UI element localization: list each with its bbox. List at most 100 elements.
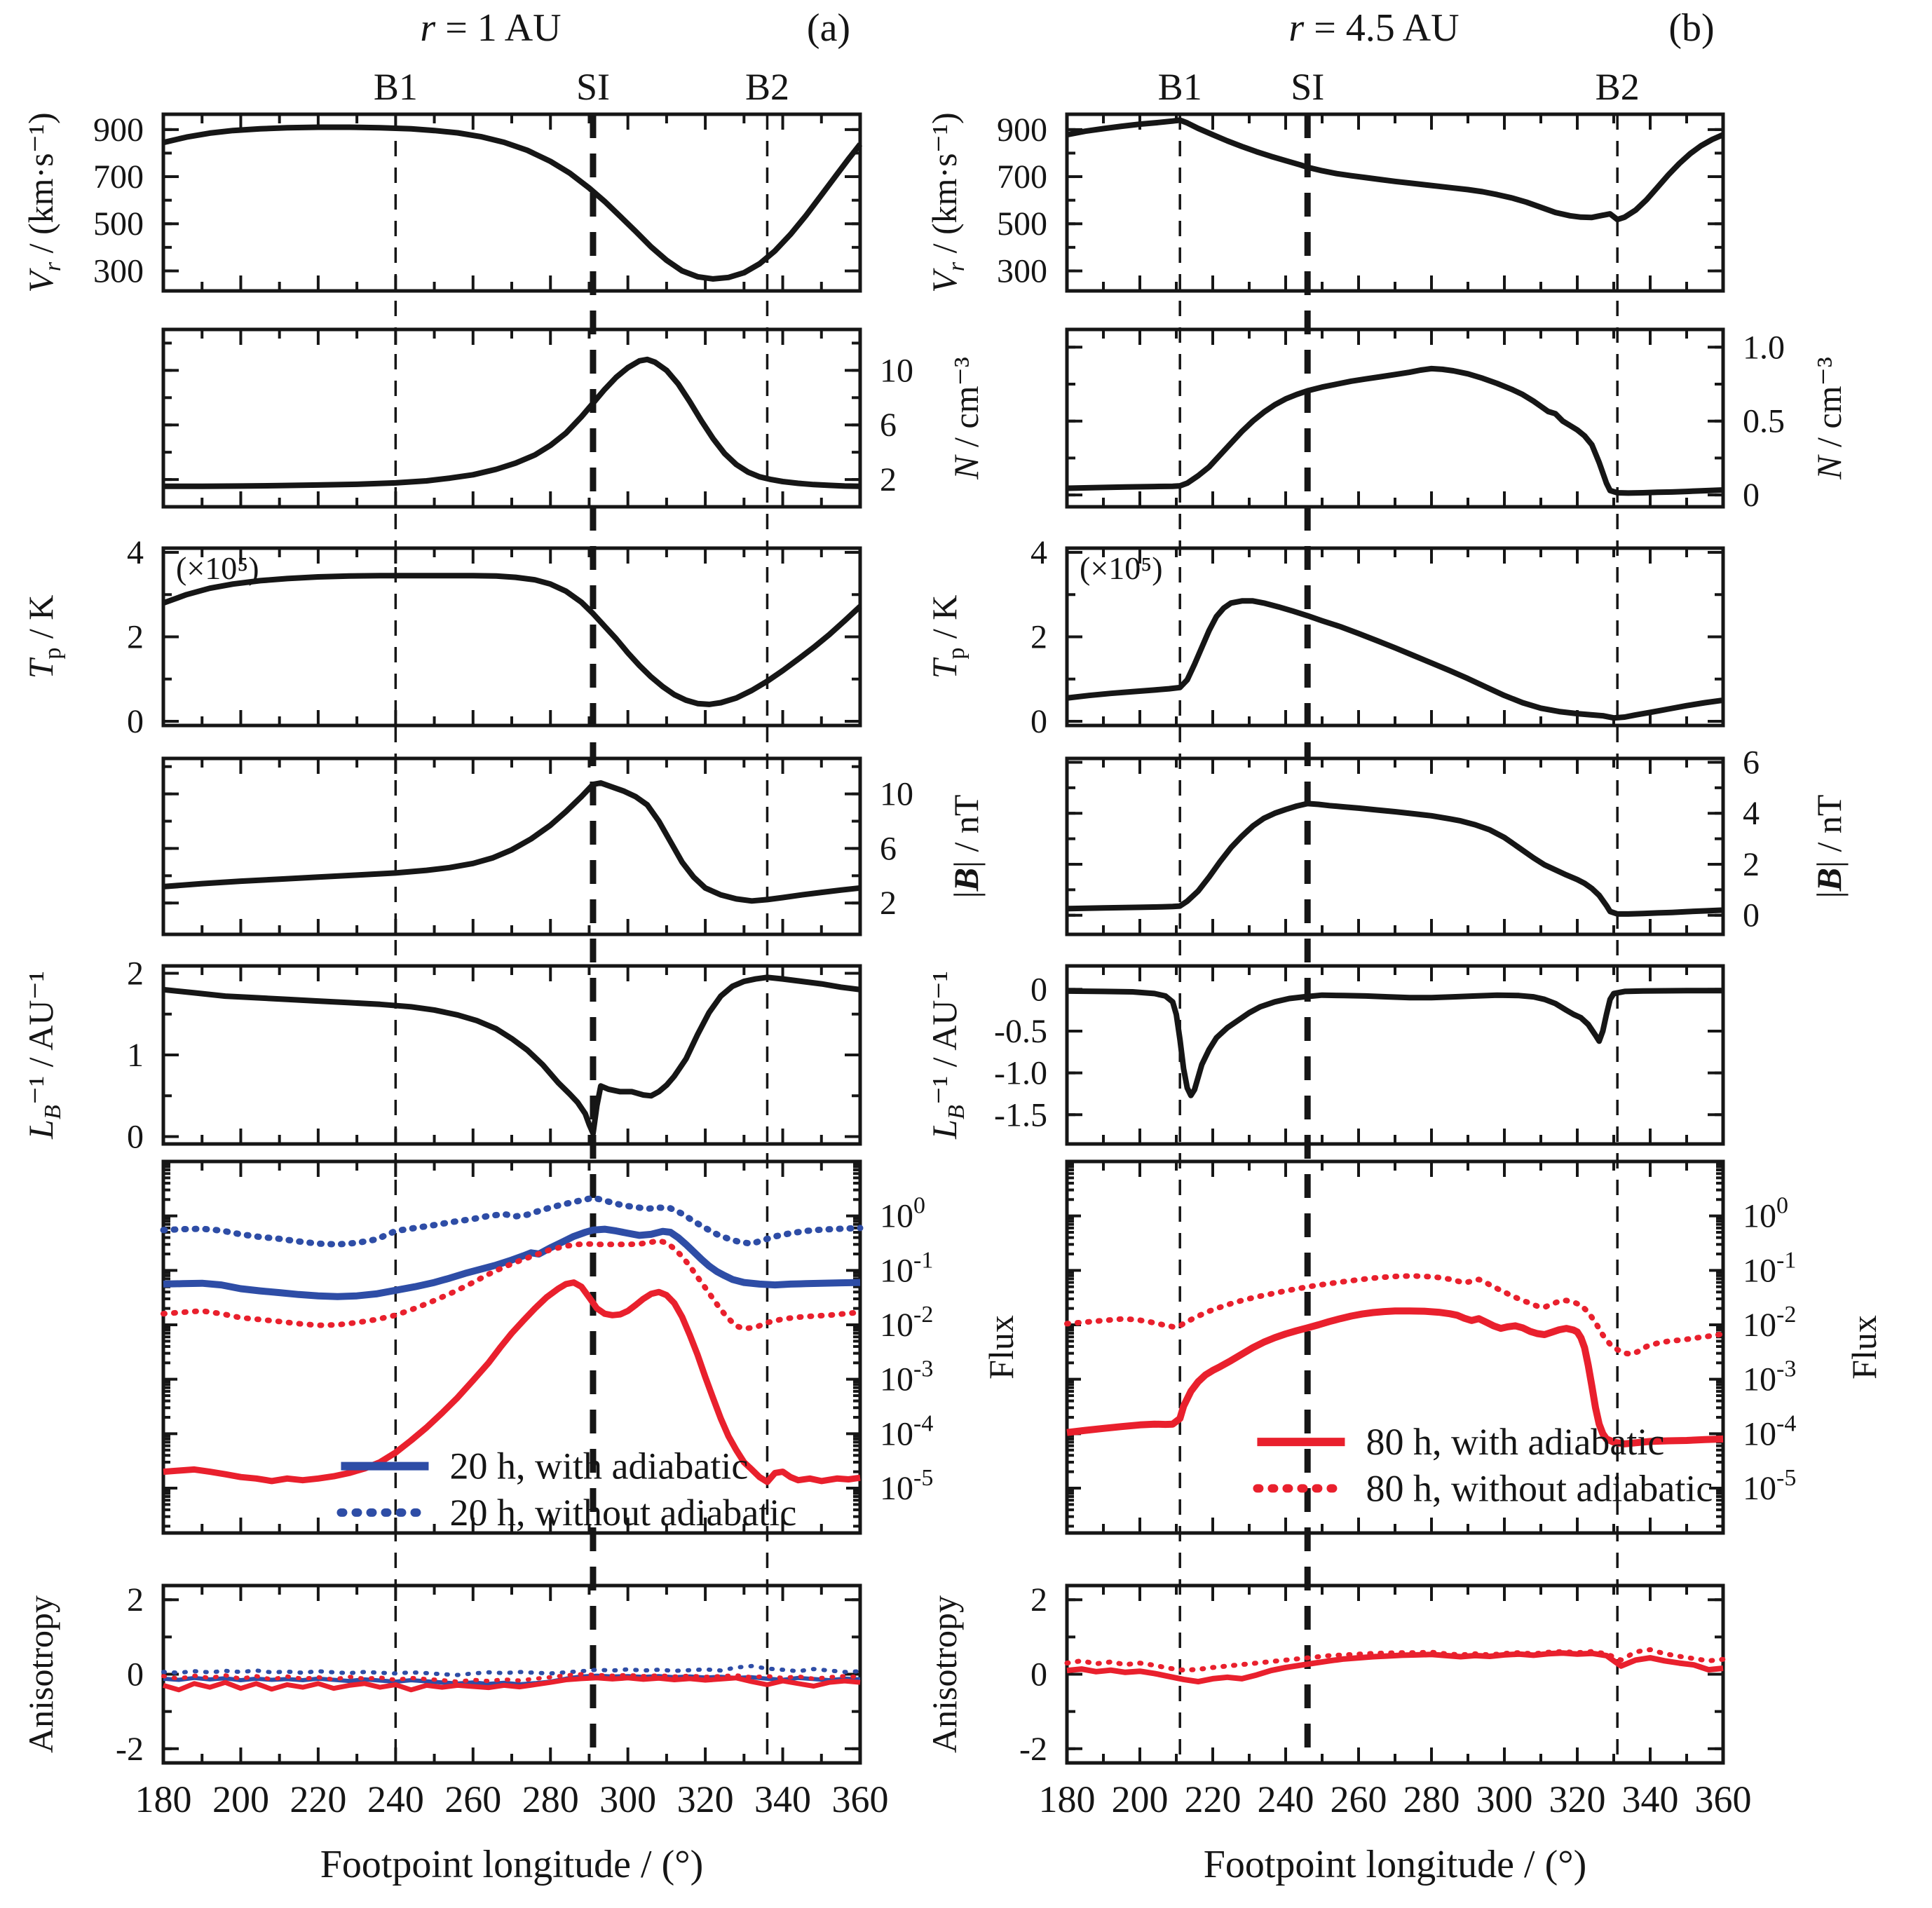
- series-a-anis-3: [163, 1675, 861, 1693]
- label-segment: L: [21, 1119, 60, 1140]
- series-a-anis-2: [161, 1672, 862, 1684]
- corner-label-a: (a): [807, 6, 850, 50]
- label-segment: |: [1809, 891, 1849, 898]
- y-tick-label: 10-3: [880, 1356, 933, 1398]
- marker-label-a-B2: B2: [745, 66, 789, 108]
- tick-exponent: -3: [1776, 1356, 1796, 1382]
- marker-label-b-SI: SI: [1291, 66, 1324, 108]
- y-axis-label-a-tp: Tp / K: [21, 595, 66, 679]
- y-tick-label: 4: [1743, 795, 1760, 832]
- y-axis-label-b-n: N / cm⁻³: [1809, 357, 1849, 480]
- x-tick-label: 200: [1112, 1778, 1169, 1820]
- panel-frame: [1065, 327, 1725, 509]
- y-tick-label: 0: [1030, 971, 1047, 1008]
- x-tick-label: 180: [135, 1778, 192, 1820]
- y-tick-label: 2: [880, 885, 897, 922]
- y-tick-label: 0: [127, 703, 144, 740]
- y-axis-label-b-flux: Flux: [1844, 1315, 1884, 1379]
- x-tick-label: 240: [367, 1778, 424, 1820]
- x-tick-label: 340: [754, 1778, 811, 1820]
- series-b-b-0: [1066, 800, 1724, 917]
- column-title-a: r = 1 AU: [420, 6, 561, 50]
- label-segment: / K: [925, 595, 964, 648]
- y-tick-label: 700: [93, 158, 144, 196]
- tick-exponent: -1: [913, 1247, 933, 1273]
- tick-exponent: -5: [913, 1465, 933, 1491]
- y-tick-label: 6: [880, 407, 897, 444]
- tick-base: 10: [880, 1252, 913, 1289]
- y-tick-label: 0: [1030, 1656, 1047, 1694]
- tick-base: 10: [1743, 1252, 1776, 1289]
- y-tick-label: -2: [116, 1731, 144, 1768]
- tick-base: 10: [1743, 1198, 1776, 1235]
- label-segment: Flux: [981, 1315, 1021, 1379]
- tick-base: 10: [880, 1198, 913, 1235]
- series-b-flux-0: [1064, 1273, 1726, 1357]
- y-tick-label: 10-2: [880, 1302, 933, 1344]
- label-segment: p: [944, 648, 970, 660]
- series-b-flux-1: [1066, 1307, 1724, 1447]
- y-axis-label-b-anis: Anisotropy: [925, 1595, 964, 1753]
- label-segment: Anisotropy: [21, 1595, 60, 1753]
- tick-exponent: -2: [913, 1302, 933, 1328]
- x-tick-label: 320: [677, 1778, 734, 1820]
- x-tick-label: 260: [444, 1778, 501, 1820]
- x-tick-label: 260: [1331, 1778, 1387, 1820]
- y-tick-label: -0.5: [994, 1013, 1047, 1050]
- series-a-vr-0: [163, 124, 863, 282]
- y-tick-label: 500: [93, 205, 144, 243]
- y-tick-label: 2: [1743, 846, 1760, 883]
- y-tick-label: 700: [997, 158, 1047, 196]
- series-a-tp-0: [162, 573, 862, 707]
- tick-base: 10: [1743, 1470, 1776, 1507]
- y-tick-label: -1.0: [994, 1055, 1047, 1092]
- marker-label-a-SI: SI: [576, 66, 610, 108]
- label-segment: r: [1288, 6, 1304, 50]
- y-tick-label: 1.0: [1743, 329, 1785, 366]
- y-axis-label-a-b: |B| / nT: [946, 795, 986, 899]
- x-tick-label: 280: [1403, 1778, 1460, 1820]
- tick-exponent: -4: [913, 1410, 933, 1436]
- label-segment: / (km·s⁻¹): [21, 112, 60, 262]
- y-tick-label: 2: [1030, 1581, 1047, 1619]
- y-tick-label: 10-3: [1743, 1356, 1796, 1398]
- y-tick-label: -1.5: [994, 1096, 1047, 1133]
- y-tick-label: 6: [880, 830, 897, 867]
- panel-a-vr: 900 700 500 300 Vr / (km·s⁻¹): [21, 111, 863, 293]
- y-tick-label: 500: [997, 205, 1047, 243]
- y-axis-label-a-anis: Anisotropy: [21, 1595, 60, 1753]
- label-segment: Anisotropy: [925, 1595, 964, 1753]
- y-tick-label: 300: [93, 252, 144, 289]
- label-segment: B: [946, 868, 986, 892]
- y-axis-label-a-n: N / cm⁻³: [946, 357, 986, 480]
- series-b-anis-1: [1066, 1650, 1724, 1685]
- panel-a-b: 10 6 2 |B| / nT: [161, 756, 986, 936]
- x-tick-label: 220: [290, 1778, 346, 1820]
- legend-item-label: 20 h, without adiabatic: [449, 1492, 796, 1534]
- label-segment: p: [40, 648, 66, 660]
- tick-exponent: -5: [1776, 1465, 1796, 1491]
- y-axis-label-b-vr: Vr / (km·s⁻¹): [925, 112, 970, 292]
- label-segment: / K: [21, 595, 60, 648]
- y-tick-label: 10: [880, 352, 913, 389]
- panel-a-lb: 2 1 0 LB⁻¹ / AU⁻¹: [21, 955, 862, 1156]
- series-a-n-0: [163, 356, 861, 489]
- y-axis-label-a-flux: Flux: [981, 1315, 1021, 1379]
- tick-exponent: -4: [1776, 1410, 1796, 1436]
- tick-exponent: 0: [1776, 1193, 1788, 1219]
- x-tick-label: 180: [1039, 1778, 1096, 1820]
- y-axis-label-b-tp: Tp / K: [925, 595, 970, 679]
- label-segment: r: [420, 6, 435, 50]
- y-tick-label: 10-1: [880, 1247, 933, 1289]
- label-segment: | / nT: [946, 795, 986, 868]
- x-tick-label: 300: [1476, 1778, 1533, 1820]
- panel-b-tp: 4 2 0 Tp / K (×10⁵): [925, 534, 1725, 740]
- tick-exponent: 0: [913, 1193, 925, 1219]
- series-b-n-0: [1066, 365, 1724, 496]
- y-axis-label-a-lb: LB⁻¹ / AU⁻¹: [21, 971, 66, 1140]
